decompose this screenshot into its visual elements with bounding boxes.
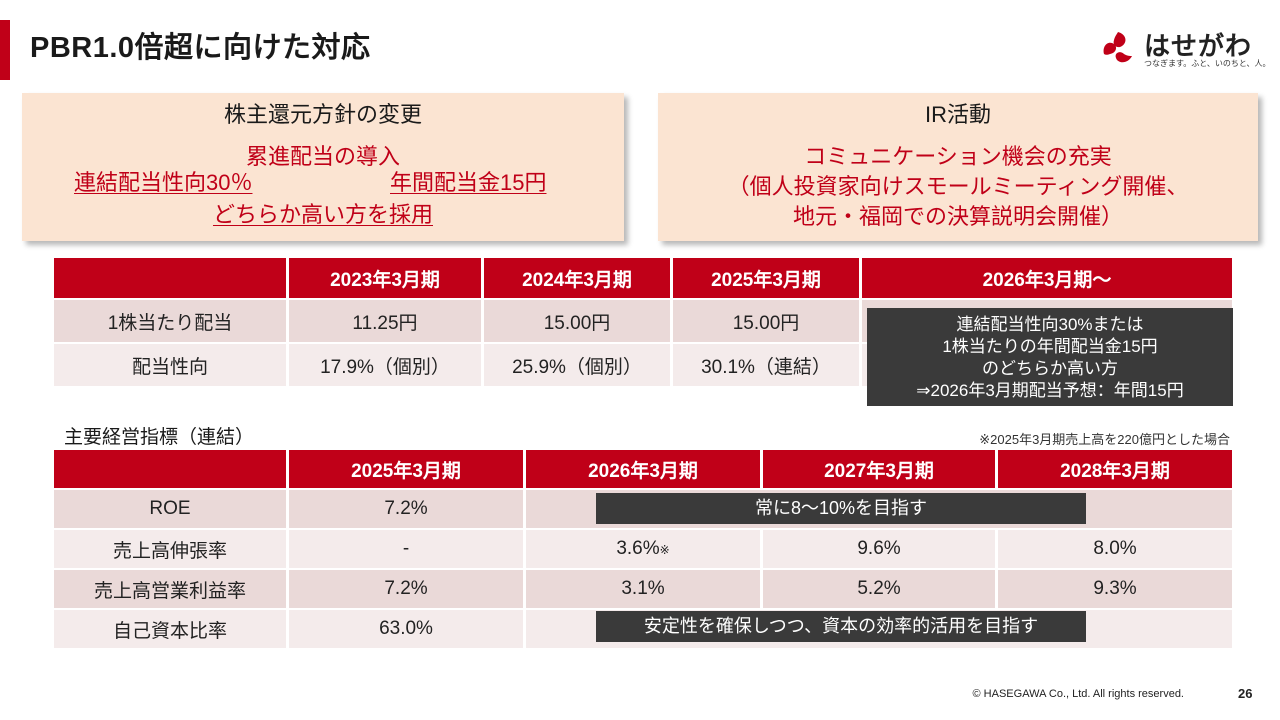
- copyright: © HASEGAWA Co., Ltd. All rights reserved…: [972, 688, 1184, 700]
- table-header: 2028年3月期: [998, 450, 1232, 488]
- row-label: 配当性向: [54, 342, 289, 386]
- table-header: 2026年3月期: [526, 450, 763, 488]
- table-cell: 11.25円: [289, 298, 484, 342]
- box-line: 地元・福岡での決算説明会開催）: [792, 204, 1123, 229]
- table-cell: 30.1%（連結）: [673, 342, 862, 386]
- table-cell: 5.2%: [763, 568, 998, 608]
- box-line: コミュニケーション機会の充実: [804, 144, 1112, 169]
- page-number: 26: [1238, 686, 1253, 701]
- box-line: どちらか高い方を採用: [212, 202, 433, 227]
- box-heading: 株主還元方針の変更: [223, 102, 422, 127]
- equity-ratio-target-banner: 安定性を確保しつつ、資本の効率的活用を目指す: [596, 611, 1086, 642]
- ir-activity-box: IR活動 コミュニケーション機会の充実 （個人投資家向けスモールミーティング開催…: [658, 93, 1258, 241]
- table-header: 2027年3月期: [763, 450, 998, 488]
- box-line: （個人投資家向けスモールミーティング開催、: [727, 174, 1189, 199]
- logo-mark-icon: [1103, 32, 1132, 63]
- box-heading: IR活動: [924, 102, 991, 127]
- table-header-row: 2023年3月期 2024年3月期 2025年3月期 2026年3月期～: [54, 258, 1232, 298]
- row-label: 売上高営業利益率: [54, 568, 289, 608]
- table-cell: 3.6%※: [526, 528, 763, 568]
- box-line: 年間配当金15円: [390, 170, 547, 195]
- table-cell: 17.9%（個別）: [289, 342, 484, 386]
- table-header: 2024年3月期: [484, 258, 673, 298]
- table-cell: 9.3%: [998, 568, 1232, 608]
- table-header-row: 2025年3月期 2026年3月期 2027年3月期 2028年3月期: [54, 450, 1232, 488]
- table-row: 売上高営業利益率 7.2% 3.1% 5.2% 9.3%: [54, 568, 1232, 608]
- table-cell: -: [289, 528, 526, 568]
- note-line: 1株当たりの年間配当金15円: [942, 337, 1158, 356]
- company-logo: はせがわ つなぎます。ふと、いのちと、人。: [1096, 24, 1271, 72]
- table-cell: 63.0%: [289, 608, 526, 648]
- note-line: 連結配当性向30%または: [956, 315, 1144, 334]
- box-line: 累進配当の導入: [245, 144, 400, 169]
- box-line: 連結配当性向30％: [74, 170, 253, 195]
- table-header: [54, 450, 289, 488]
- roe-target-banner: 常に8～10%を目指す: [596, 493, 1086, 524]
- table-cell: 7.2%: [289, 568, 526, 608]
- table-cell: 25.9%（個別）: [484, 342, 673, 386]
- logo-tagline: つなぎます。ふと、いのちと、人。: [1144, 59, 1271, 68]
- table-cell: 8.0%: [998, 528, 1232, 568]
- shareholder-return-box: 株主還元方針の変更 累進配当の導入 連結配当性向30％ 年間配当金15円 どちら…: [22, 93, 624, 241]
- table-header: 2025年3月期: [673, 258, 862, 298]
- table-cell: 15.00円: [484, 298, 673, 342]
- row-label: 自己資本比率: [54, 608, 289, 648]
- logo-name: はせがわ: [1144, 31, 1253, 61]
- table-cell: 3.1%: [526, 568, 763, 608]
- row-label: ROE: [54, 488, 289, 528]
- row-label: 1株当たり配当: [54, 298, 289, 342]
- table-header: 2025年3月期: [289, 450, 526, 488]
- kpi-footnote: ※2025年3月期売上高を220億円とした場合: [979, 432, 1230, 447]
- kpi-title: 主要経営指標（連結）: [64, 427, 255, 448]
- table-cell: 7.2%: [289, 488, 526, 528]
- note-line: のどちらか高い方: [982, 359, 1118, 378]
- footnote-mark: ※: [659, 543, 670, 557]
- table-cell: 15.00円: [673, 298, 862, 342]
- table-cell: 9.6%: [763, 528, 998, 568]
- table-header: [54, 258, 289, 298]
- table-header: 2026年3月期～: [862, 258, 1232, 298]
- note-line: ⇒2026年3月期配当予想：年間15円: [916, 381, 1184, 400]
- row-label: 売上高伸張率: [54, 528, 289, 568]
- page-title: PBR1.0倍超に向けた対応: [30, 32, 371, 64]
- cell-value: 3.6%: [616, 538, 660, 559]
- title-accent-bar: [0, 20, 10, 80]
- table-header: 2023年3月期: [289, 258, 484, 298]
- table-row: 売上高伸張率 - 3.6%※ 9.6% 8.0%: [54, 528, 1232, 568]
- dividend-policy-note: 連結配当性向30%または 1株当たりの年間配当金15円 のどちらか高い方 ⇒20…: [867, 308, 1233, 406]
